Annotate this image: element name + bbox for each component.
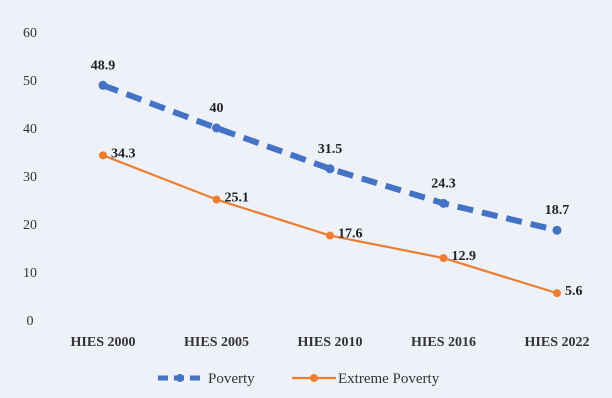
x-tick-label: HIES 2022 [525,335,590,350]
poverty-point [212,123,221,133]
legend-swatch-marker [310,374,318,382]
data-labels: 48.9 40 31.5 24.3 18.7 34.3 25.1 17.6 12.9 5.6 [91,58,583,299]
x-tick-label: HIES 2016 [411,335,476,350]
x-axis-ticks: HIES 2000 HIES 2005 HIES 2010 HIES 2016 HIES… [71,335,590,350]
extreme-poverty-point [212,195,221,204]
y-tick-label: 30 [23,170,37,185]
y-tick-label: 50 [23,74,37,89]
poverty-line [101,82,558,234]
poverty-point [439,198,448,208]
poverty-point [552,225,562,235]
extreme-poverty-point [99,151,107,160]
x-tick-label: HIES 2010 [298,335,363,350]
legend: Poverty Extreme Poverty [158,371,440,387]
y-axis-ticks: 0 10 20 30 40 50 60 [23,26,37,329]
data-label: 17.6 [338,227,363,242]
y-tick-label: 0 [27,314,34,329]
y-tick-label: 10 [23,266,37,281]
poverty-point [325,164,335,174]
x-tick-label: HIES 2005 [184,335,249,350]
y-tick-label: 40 [23,122,37,137]
data-label: 18.7 [545,203,570,218]
y-tick-label: 60 [23,26,37,41]
series-lines [101,82,558,295]
extreme-poverty-line [102,154,558,295]
extreme-poverty-point [553,289,561,298]
data-label: 5.6 [565,284,583,299]
data-label: 34.3 [111,146,136,161]
poverty-point [98,80,108,90]
data-label: 40 [210,101,224,116]
data-label: 48.9 [91,58,116,73]
legend-swatch-marker [176,374,184,382]
data-label: 25.1 [225,191,250,206]
legend-label: Poverty [208,371,255,387]
data-label: 12.9 [452,249,477,264]
data-label: 24.3 [431,176,456,191]
extreme-poverty-point [326,231,334,240]
y-tick-label: 20 [23,218,37,233]
x-tick-label: HIES 2000 [71,335,136,350]
series-points [98,80,562,298]
legend-label: Extreme Poverty [338,371,440,387]
extreme-poverty-point [439,254,448,263]
data-label: 31.5 [318,142,343,157]
